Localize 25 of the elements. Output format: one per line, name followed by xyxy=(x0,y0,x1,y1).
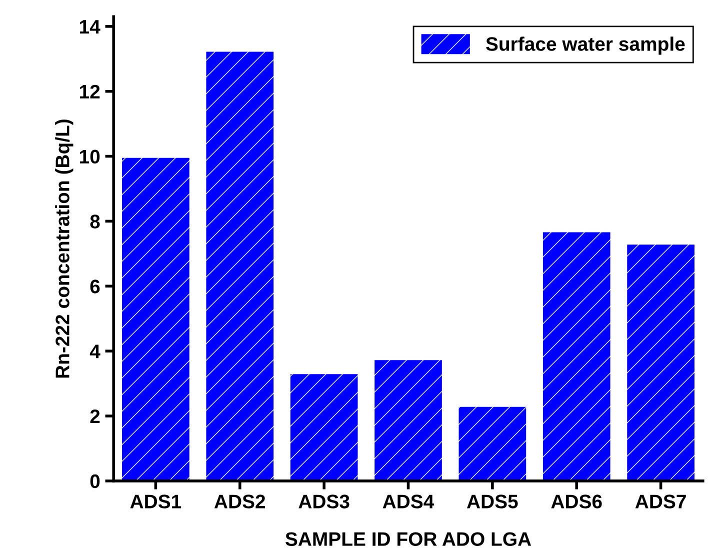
bar xyxy=(627,244,694,481)
bar xyxy=(290,374,358,481)
y-tick-label: 2 xyxy=(90,409,100,424)
x-tick-label: ADS6 xyxy=(551,494,602,508)
y-tick-label: 14 xyxy=(80,20,100,34)
bar xyxy=(206,52,274,481)
x-tick-label: ADS4 xyxy=(382,494,434,508)
x-tick-label: ADS2 xyxy=(214,494,266,508)
bar xyxy=(458,406,526,481)
y-tick-label: 12 xyxy=(80,84,100,98)
y-tick-label: 8 xyxy=(90,214,100,228)
x-axis-title: SAMPLE ID FOR ADO LGA xyxy=(285,532,532,546)
legend-label: Surface water sample xyxy=(486,36,685,55)
y-tick-label: 4 xyxy=(90,344,100,358)
x-tick-label: ADS1 xyxy=(130,494,182,508)
bar xyxy=(542,232,610,481)
x-tick-label: ADS5 xyxy=(466,494,518,508)
y-tick-label: 0 xyxy=(90,474,100,488)
x-tick-label: ADS7 xyxy=(635,494,686,508)
bar xyxy=(374,360,442,481)
x-tick-label: ADS3 xyxy=(298,494,350,508)
bar xyxy=(122,158,190,481)
y-tick-label: 10 xyxy=(80,150,100,164)
y-tick-label: 6 xyxy=(90,280,100,294)
y-axis-title: Rn-222 concentration (Bq/L) xyxy=(55,120,74,378)
